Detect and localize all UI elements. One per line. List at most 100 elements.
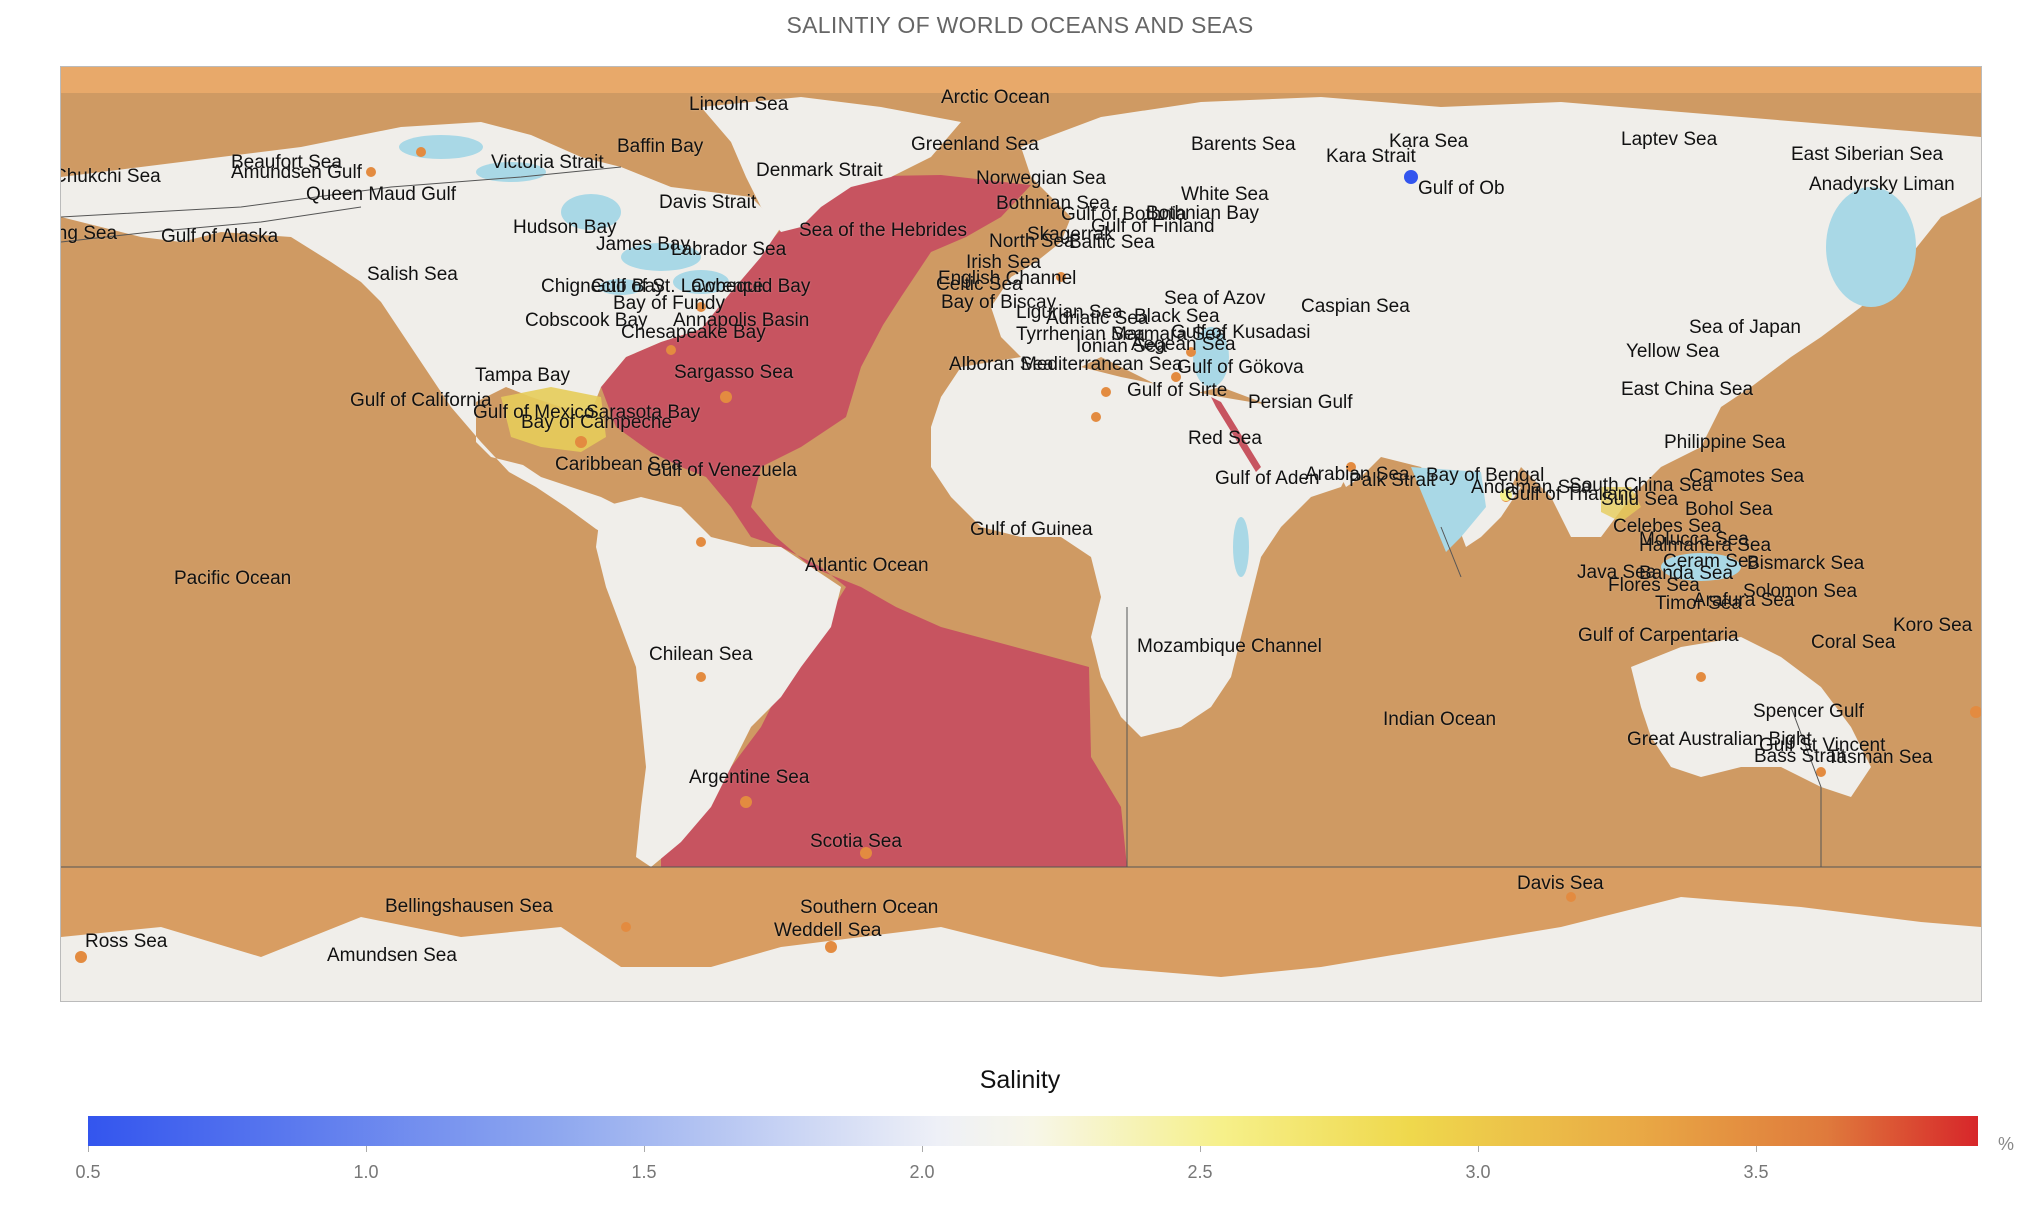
label-flores-sea: Flores Sea xyxy=(1608,575,1700,596)
legend-tick xyxy=(644,1146,645,1152)
label-red-sea: Red Sea xyxy=(1188,428,1262,449)
label-bering-sea: Bering Sea xyxy=(61,223,118,244)
legend-tick-label: 2.0 xyxy=(909,1162,935,1182)
label-java-sea: Java Sea xyxy=(1577,562,1657,583)
label-lincoln-sea: Lincoln Sea xyxy=(689,94,789,115)
label-sarasota-bay: Sarasota Bay xyxy=(586,402,701,423)
label-southern-ocean: Southern Ocean xyxy=(800,897,939,918)
label-baffin-bay: Baffin Bay xyxy=(617,136,704,157)
label-kara-sea: Kara Sea xyxy=(1389,131,1469,152)
label-pacific-ocean: Pacific Ocean xyxy=(174,568,292,589)
label-sargasso-sea: Sargasso Sea xyxy=(674,362,794,383)
label-palk-strait: Palk Strait xyxy=(1349,470,1436,491)
label-ionian-sea: Ionian Sea xyxy=(1076,336,1167,357)
label-marmara-sea: Marmara Sea xyxy=(1111,324,1227,345)
lakes-group xyxy=(399,135,1916,581)
label-coral-sea: Coral Sea xyxy=(1811,632,1896,653)
gulf-of-thailand-region[interactable] xyxy=(1601,487,1641,522)
label-yellow-sea: Yellow Sea xyxy=(1626,341,1720,362)
legend-tick-label: 1.0 xyxy=(353,1162,379,1182)
label-banda-sea: Banda Sea xyxy=(1639,563,1734,584)
map-title: SALINTIY OF WORLD OCEANS AND SEAS xyxy=(786,12,1254,38)
label-caspian-sea: Caspian Sea xyxy=(1301,296,1410,317)
label-gulf-of-st-lawrence: Gulf of St. Lawrence xyxy=(591,276,764,297)
gulf-of-ob-marker[interactable] xyxy=(1404,170,1418,184)
label-amundsen-sea: Amundsen Sea xyxy=(327,945,457,966)
label-laptev-sea: Laptev Sea xyxy=(1621,129,1718,150)
label-andaman-sea: Andaman Sea xyxy=(1471,477,1592,498)
legend-tick-label: 2.5 xyxy=(1187,1162,1213,1182)
label-molucca-sea: Molucca Sea xyxy=(1639,529,1749,550)
label-argentine-sea: Argentine Sea xyxy=(689,767,810,788)
label-gulf-of-california: Gulf of California xyxy=(350,390,492,411)
label-sea-of-japan: Sea of Japan xyxy=(1689,317,1801,338)
label-celtic-sea: Celtic Sea xyxy=(936,274,1023,295)
label-annapolis-basin: Annapolis Basin xyxy=(673,310,810,331)
label-english-channel: English Channel xyxy=(938,268,1077,289)
label-great-australian-bight: Great Australian Bight xyxy=(1627,729,1812,750)
label-kara-strait: Kara Strait xyxy=(1326,146,1416,167)
label-gulf-of-ob: Gulf of Ob xyxy=(1418,178,1505,199)
region-borders xyxy=(61,166,1981,868)
gulf-of-mexico-region[interactable] xyxy=(501,387,606,452)
antarctica xyxy=(61,897,1981,1001)
legend-tick xyxy=(922,1146,923,1152)
label-greenland-sea: Greenland Sea xyxy=(911,134,1039,155)
label-tasman-sea: Tasman Sea xyxy=(1827,747,1933,768)
label-weddell-sea: Weddell Sea xyxy=(774,920,882,941)
palk-strait-marker[interactable] xyxy=(1500,489,1512,501)
label-gulf-of-gokova: Gulf of Gökova xyxy=(1177,357,1304,378)
label-chukchi-sea: Chukchi Sea xyxy=(60,166,161,187)
label-gulf-of-thailand: Gulf of Thailand xyxy=(1505,484,1639,505)
legend-tick-label: 0.5 xyxy=(75,1162,101,1182)
legend-tick xyxy=(1756,1146,1757,1152)
label-ligurian-sea: Ligurian Sea xyxy=(1016,302,1123,323)
label-gulf-of-kusadasi: Gulf of Kusadasi xyxy=(1171,322,1311,343)
label-anadyrsky-liman: Anadyrsky Liman xyxy=(1809,174,1955,195)
label-davis-strait: Davis Strait xyxy=(659,192,757,213)
eurasia xyxy=(991,97,1981,537)
label-caribbean-sea: Caribbean Sea xyxy=(555,454,682,475)
label-queen-maud-gulf: Queen Maud Gulf xyxy=(306,184,456,205)
arabian-peninsula xyxy=(1221,397,1351,497)
label-bay-of-fundy: Bay of Fundy xyxy=(613,293,725,314)
label-victoria-strait: Victoria Strait xyxy=(491,152,604,173)
label-norwegian-sea: Norwegian Sea xyxy=(976,168,1106,189)
label-philippine-sea: Philippine Sea xyxy=(1664,432,1786,453)
sea-markers[interactable] xyxy=(75,147,1981,963)
label-ceram-sea: Ceram Sea xyxy=(1663,551,1760,572)
label-gulf-of-bothnia: Gulf of Bothnia xyxy=(1061,204,1187,225)
label-chesapeake-bay: Chesapeake Bay xyxy=(621,322,766,343)
label-skagerrak: Skagerrak xyxy=(1027,224,1114,245)
label-gulf-of-sirte: Gulf of Sirte xyxy=(1127,380,1228,401)
arctic-band xyxy=(61,67,1981,93)
legend-tick-label: 3.5 xyxy=(1743,1162,1769,1182)
label-ross-sea: Ross Sea xyxy=(85,931,168,952)
legend-unit: % xyxy=(1998,1134,2015,1154)
label-arabian-sea: Arabian Sea xyxy=(1305,464,1410,485)
label-bay-of-biscay: Bay of Biscay xyxy=(941,292,1057,313)
label-north-sea: North Sea xyxy=(989,231,1075,252)
label-tampa-bay: Tampa Bay xyxy=(475,365,571,386)
label-chilean-sea: Chilean Sea xyxy=(649,644,753,665)
label-hudson-bay: Hudson Bay xyxy=(513,217,617,238)
label-white-sea: White Sea xyxy=(1181,184,1269,205)
red-sea-region[interactable] xyxy=(1211,397,1261,472)
label-arctic-ocean: Arctic Ocean xyxy=(941,87,1050,108)
legend-tick xyxy=(366,1146,367,1152)
label-gulf-of-guinea: Gulf of Guinea xyxy=(970,519,1093,540)
label-solomon-sea: Solomon Sea xyxy=(1743,581,1858,602)
label-bay-of-campeche: Bay of Campeche xyxy=(521,412,673,433)
label-gulf-of-aden: Gulf of Aden xyxy=(1215,468,1320,489)
label-atlantic-ocean: Atlantic Ocean xyxy=(805,555,929,576)
label-gulf-st-vincent: Gulf St Vincent xyxy=(1759,735,1886,756)
label-bothnian-sea: Bothnian Sea xyxy=(996,193,1111,214)
legend-title: Salinity xyxy=(979,1066,1061,1094)
atlantic-region[interactable] xyxy=(601,175,1127,867)
salinity-map[interactable]: Arctic Ocean Lincoln Sea Greenland Sea B… xyxy=(60,66,1982,1002)
salinity-color-scale[interactable] xyxy=(88,1116,1978,1146)
arabian-sea-light[interactable] xyxy=(1411,467,1486,552)
australia xyxy=(1631,637,1871,797)
legend-tick xyxy=(88,1146,89,1152)
label-bay-of-bengal: Bay of Bengal xyxy=(1426,465,1545,486)
